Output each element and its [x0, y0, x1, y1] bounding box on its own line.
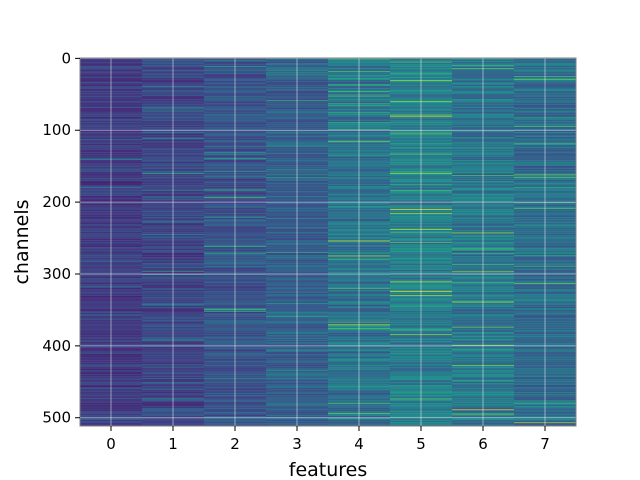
x-tick-label: 1 [168, 435, 178, 453]
y-tick-label: 500 [42, 409, 71, 427]
y-axis-ticks: 0 100 200 300 400 500 [42, 49, 80, 427]
heatmap-cells [80, 58, 577, 427]
x-tick-label: 7 [540, 435, 550, 453]
grid-lines [80, 57, 576, 426]
x-tick-label: 5 [416, 435, 426, 453]
x-axis-label: features [289, 459, 368, 480]
x-tick-label: 0 [106, 435, 116, 453]
y-tick-label: 300 [42, 265, 71, 283]
y-tick-label: 400 [42, 337, 71, 355]
y-tick-label: 200 [42, 193, 71, 211]
y-tick-label: 100 [42, 121, 71, 139]
y-axis-label: channels [11, 199, 33, 284]
plot-frame [79, 57, 577, 427]
x-axis-ticks: 0 1 2 3 4 5 6 7 [106, 426, 550, 453]
x-tick-label: 3 [292, 435, 302, 453]
x-tick-label: 2 [230, 435, 240, 453]
x-tick-label: 4 [354, 435, 364, 453]
y-tick-label: 0 [61, 49, 71, 67]
x-tick-label: 6 [478, 435, 488, 453]
